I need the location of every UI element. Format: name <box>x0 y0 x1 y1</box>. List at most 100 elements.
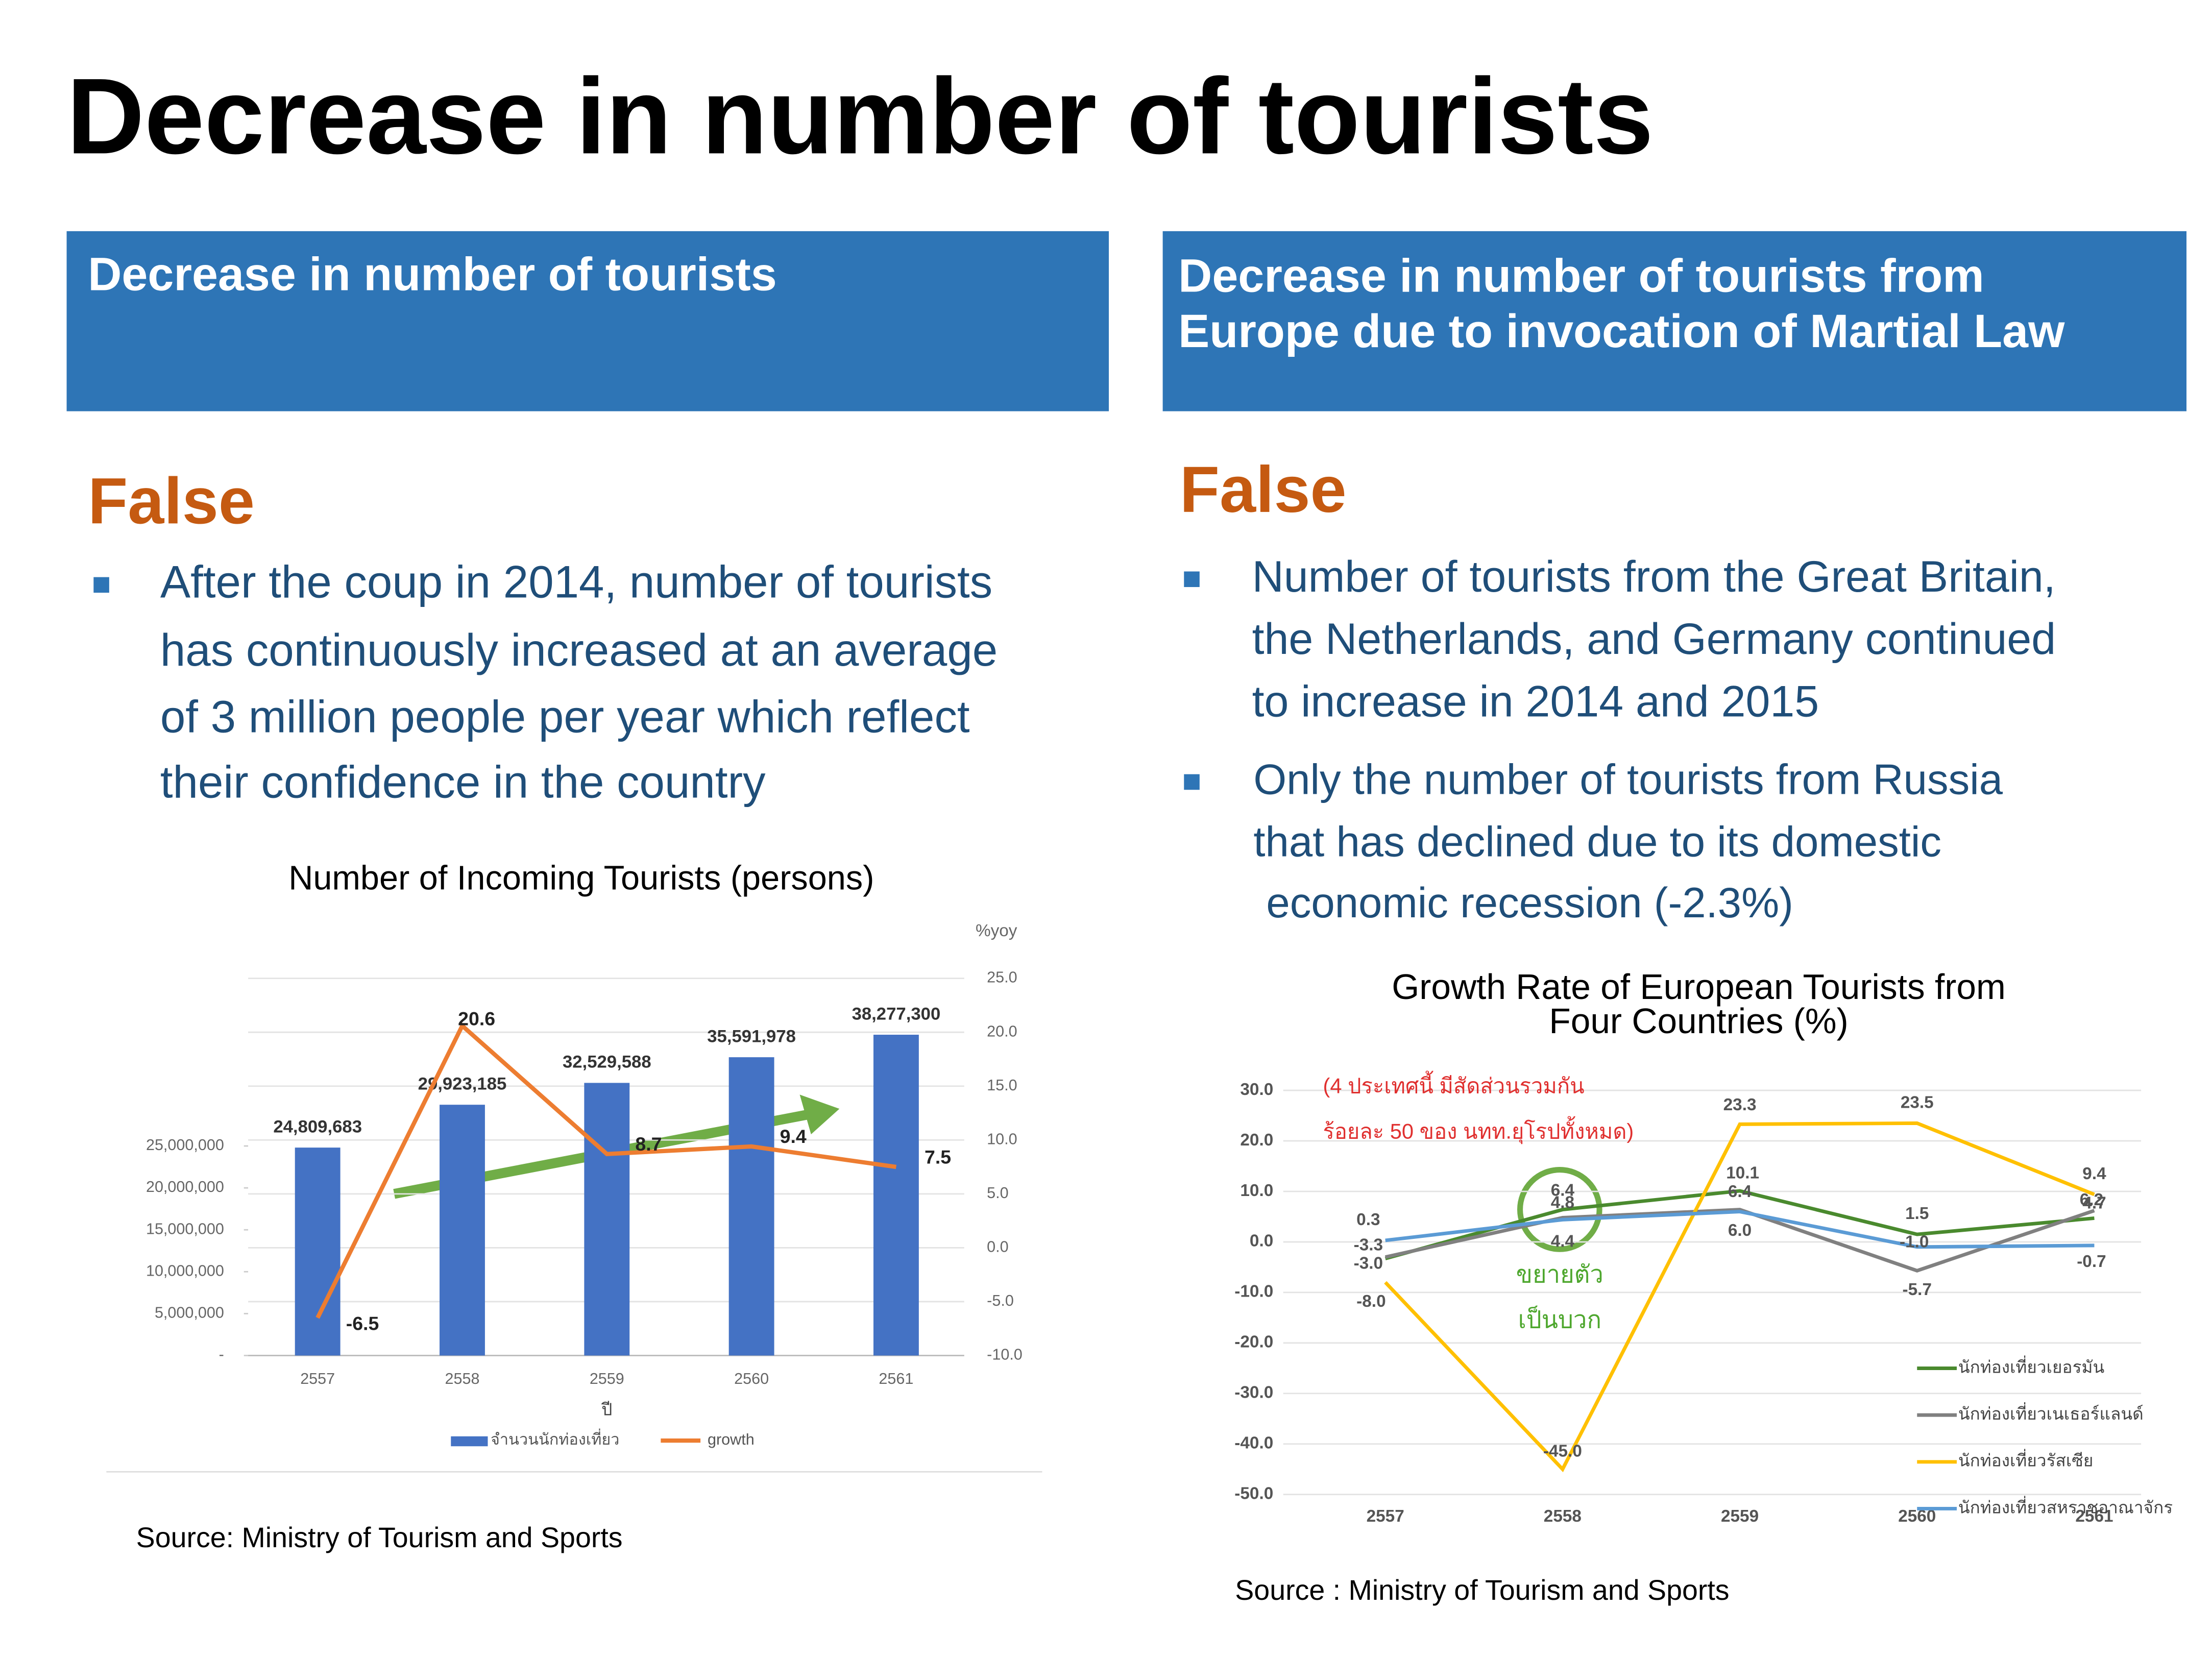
value-label: 6.0 <box>1728 1221 1752 1240</box>
slide-title: Decrease in number of tourists <box>67 56 1654 176</box>
value-label: -5.7 <box>1903 1280 1932 1299</box>
x-tick-label: 2560 <box>734 1370 769 1387</box>
line-value-label: 7.5 <box>925 1146 951 1167</box>
y-tick-label: -10.0 <box>1234 1282 1273 1301</box>
x-tick-label: 2561 <box>2075 1507 2113 1526</box>
x-tick-label: 2557 <box>300 1370 335 1387</box>
line-value-label: 8.7 <box>635 1133 662 1155</box>
legend-swatch <box>451 1436 488 1447</box>
value-label: 9.4 <box>2082 1164 2106 1183</box>
x-tick-label: 2559 <box>590 1370 624 1387</box>
legend-label: นักท่องเที่ยวเยอรมัน <box>1958 1355 2104 1377</box>
series-line <box>1385 1210 2095 1249</box>
annotation: ร้อยละ 50 ของ นทท.ยุโรปทั้งหมด) <box>1323 1116 1634 1144</box>
value-label: -45.0 <box>1543 1442 1582 1461</box>
bar <box>873 1035 919 1356</box>
y-tick-label: 20.0 <box>1240 1131 1273 1150</box>
y2-tick-label: 0.0 <box>987 1238 1008 1255</box>
bullet-text: the Netherlands, and Germany continued <box>1252 615 2056 664</box>
value-label: 4.8 <box>1551 1193 1574 1212</box>
x-tick-label: 2557 <box>1367 1507 1404 1526</box>
bar-value-label: 24,809,683 <box>273 1117 362 1136</box>
legend-label: นักท่องเที่ยวสหราชอาณาจักร <box>1958 1495 2173 1517</box>
header-box <box>1162 231 2187 411</box>
y-tick-label: 0.0 <box>1250 1232 1273 1251</box>
value-label: -3.0 <box>1354 1254 1383 1273</box>
line-value-label: -6.5 <box>346 1312 379 1334</box>
bullet-text: economic recession (-2.3%) <box>1266 879 1793 926</box>
value-label: 6.4 <box>1551 1181 1575 1200</box>
bullet-text: of 3 million people per year which refle… <box>160 692 970 742</box>
verdict: False <box>1180 453 1347 526</box>
series-line <box>1384 1208 2095 1273</box>
line-value-label: 9.4 <box>780 1126 807 1147</box>
x-tick-label: 2561 <box>879 1370 913 1387</box>
value-label: 4.4 <box>1551 1232 1575 1251</box>
y2-axis-label: %yoy <box>976 921 1017 940</box>
chart-title: Number of Incoming Tourists (persons) <box>288 860 874 897</box>
x-tick-label: 2559 <box>1721 1507 1759 1526</box>
y-tick-label: - <box>219 1346 224 1363</box>
value-label: -1.0 <box>1900 1232 1929 1251</box>
bar <box>295 1148 341 1356</box>
y-tick-label: -40.0 <box>1234 1434 1273 1453</box>
legend-label: นักท่องเที่ยวรัสเซีย <box>1958 1449 2094 1471</box>
value-label: 23.5 <box>1901 1093 1934 1112</box>
verdict: False <box>88 465 255 538</box>
value-label: -8.0 <box>1356 1292 1385 1311</box>
x-axis-label: ปี <box>601 1401 612 1420</box>
value-label: 1.5 <box>1905 1204 1929 1223</box>
legend-label: growth <box>708 1431 755 1448</box>
bullet-marker <box>1184 571 1200 588</box>
bar-value-label: 35,591,978 <box>707 1027 796 1046</box>
chart-title: Growth Rate of European Tourists from <box>1392 967 2006 1007</box>
annotation: เป็นบวก <box>1518 1305 1601 1333</box>
source: Source: Ministry of Tourism and Sports <box>136 1522 623 1553</box>
y-tick-label: -30.0 <box>1234 1383 1273 1402</box>
value-label: -0.7 <box>2077 1252 2106 1271</box>
value-label: 0.3 <box>1356 1210 1380 1229</box>
annotation: (4 ประเทศนี้ มีสัดส่วนรวมกัน <box>1323 1071 1584 1098</box>
value-label: 23.3 <box>1723 1095 1757 1114</box>
growth-line <box>315 1022 897 1319</box>
bullet-text: Number of tourists from the Great Britai… <box>1252 552 2056 601</box>
y2-tick-label: -5.0 <box>987 1292 1014 1309</box>
y2-tick-label: 25.0 <box>987 969 1017 986</box>
source: Source : Ministry of Tourism and Sports <box>1235 1574 1729 1606</box>
highlight-circle <box>1517 1167 1602 1252</box>
bar <box>584 1083 630 1356</box>
chart-title: Four Countries (%) <box>1549 1001 1848 1041</box>
panel-header: Decrease in number of tourists from <box>1178 250 1984 302</box>
bullet-text: that has declined due to its domestic <box>1253 818 1941 866</box>
bullet-marker <box>93 577 109 593</box>
series-line <box>1384 1121 2095 1473</box>
y-tick-label: 25,000,000 <box>146 1136 224 1154</box>
header-box <box>66 231 1109 411</box>
y2-tick-label: 5.0 <box>987 1184 1008 1202</box>
legend-label: จำนวนนักท่องเที่ยว <box>491 1428 619 1448</box>
y-tick-label: 15,000,000 <box>146 1220 224 1237</box>
bullet-text: to increase in 2014 and 2015 <box>1252 677 1819 726</box>
legend-label: นักท่องเที่ยวเนเธอร์แลนด์ <box>1958 1402 2144 1424</box>
y-tick-label: 10.0 <box>1240 1181 1273 1200</box>
bullet-text: their confidence in the country <box>160 757 766 807</box>
line-value-label: 20.6 <box>458 1008 495 1029</box>
trend-arrow-head <box>799 1094 840 1135</box>
y-tick-label: -20.0 <box>1234 1333 1273 1352</box>
y-tick-label: 5,000,000 <box>155 1304 224 1321</box>
bar <box>728 1057 774 1356</box>
panel-header: Europe due to invocation of Martial Law <box>1178 305 2065 357</box>
y-tick-label: 20,000,000 <box>146 1178 224 1196</box>
value-label: 6.4 <box>1728 1182 1752 1201</box>
value-label: -3.3 <box>1354 1235 1383 1254</box>
bar-value-label: 38,277,300 <box>852 1004 941 1023</box>
y-tick-label: 30.0 <box>1240 1080 1273 1099</box>
annotation: ขยายตัว <box>1516 1261 1603 1288</box>
bullet-text: Only the number of tourists from Russia <box>1253 755 2003 803</box>
bullet-marker <box>1184 774 1200 790</box>
value-label: 10.1 <box>1726 1163 1759 1182</box>
y2-tick-label: 20.0 <box>987 1022 1017 1040</box>
bar-value-label: 32,529,588 <box>563 1053 651 1072</box>
